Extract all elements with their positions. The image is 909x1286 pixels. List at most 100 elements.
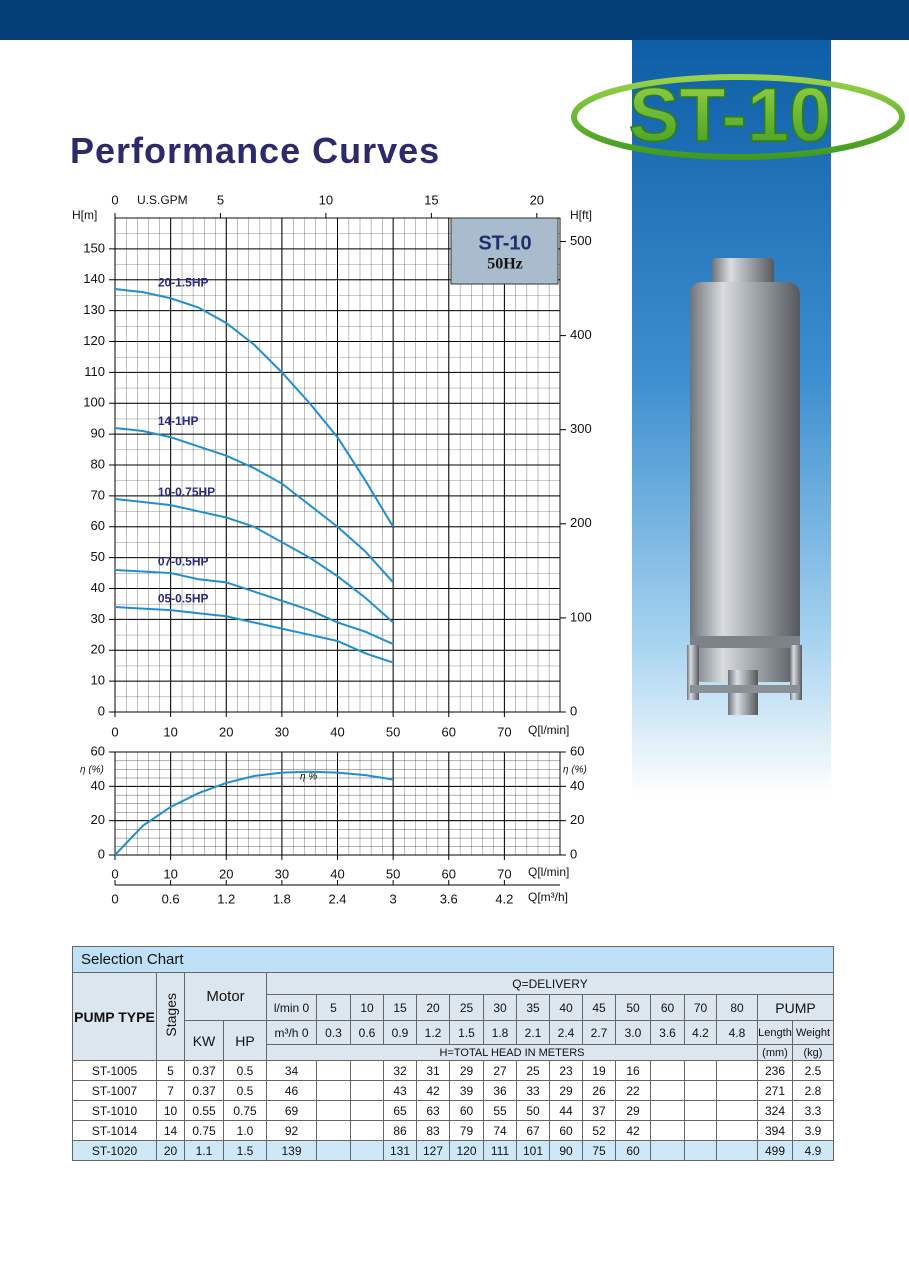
table-cell: 0.75 [184,1120,224,1141]
table-cell: 34 [266,1060,317,1081]
header-cell: l/min 0 [266,994,317,1021]
table-cell [716,1060,758,1081]
y-tick-label: 60 [91,518,105,533]
table-cell: 50 [516,1100,550,1121]
table-cell: 75 [582,1140,616,1161]
table-cell: 3.3 [792,1100,834,1121]
table-cell: 25 [516,1060,550,1081]
table-cell [650,1060,685,1081]
header-cell: HP [223,1020,267,1061]
table-row: ST-1005 5 0.37 0.5 34 32 31 29 27 25 23 19 16 236 2.5 [72,1060,834,1081]
table-cell: 499 [757,1140,793,1161]
table-cell: 394 [757,1120,793,1141]
table-cell: 22 [615,1080,651,1101]
logo-text: ST-10 [629,73,832,158]
y-tick-label: 20 [91,812,105,827]
x-tick-label: 20 [219,866,233,881]
curve-label: 07-0.5HP [158,555,209,569]
table-row: PUMP TYPE Stages Motor Q=DELIVERY [72,972,834,1061]
table-cell [316,1140,351,1161]
table-cell: 60 [549,1120,583,1141]
y-tick-label: 10 [91,673,105,688]
x2-tick-label: 3.6 [440,891,458,906]
header-cell: 70 [684,994,717,1021]
table-row: KW HP m³/h 0 0.3 0.6 0.9 1.2 1.5 1.8 2.1 2.4 2.7 3.0… [73,1020,834,1061]
x-tick-label: 20 [219,724,233,739]
table-cell [650,1080,685,1101]
x-tick-label: 30 [275,724,289,739]
table-cell [650,1140,685,1161]
x2-tick-label: 0 [111,192,118,207]
y2-tick-label: 400 [570,327,592,342]
table-cell [684,1060,717,1081]
table-cell: 19 [582,1060,616,1081]
y-axis-label: H[m] [72,208,97,222]
x-tick-label: 60 [442,724,456,739]
header-cell: 2.1 [516,1020,550,1045]
table-cell: 83 [416,1120,450,1141]
pump-image [687,258,802,715]
x-tick-label: 60 [442,866,456,881]
x2-tick-label: 1.8 [273,891,291,906]
table-cell: ST-1020 [72,1140,157,1161]
header-cell: Motor [184,972,267,1021]
logo-swoosh [571,74,905,160]
header-cell: 20 [416,994,450,1021]
y-tick-label: 140 [83,271,105,286]
header-cell: 25 [449,994,484,1021]
table-row: ST-1010 10 0.55 0.75 69 65 63 60 55 50 44 37 29 324 3.… [72,1100,834,1121]
table-cell: 63 [416,1100,450,1121]
x-tick-label: 50 [386,724,400,739]
table-cell [716,1080,758,1101]
y-tick-label: 0 [98,703,105,718]
header-cell: Q=DELIVERY [266,972,834,995]
header-cell: PUMP [757,994,834,1021]
page-title: Performance Curves [70,130,441,171]
header-cell: 1.2 [416,1020,450,1045]
header-cell: Stages [156,972,185,1061]
y-tick-label: 150 [83,240,105,255]
header-cell: 0.3 [316,1020,351,1045]
table-cell [716,1100,758,1121]
table-cell: 236 [757,1060,793,1081]
box-subtitle: 50Hz [487,256,523,273]
top-bar [0,0,909,40]
header-cell: KW [184,1020,224,1061]
curve [114,770,394,856]
header-cell: 15 [383,994,417,1021]
table-cell: 0.37 [184,1060,224,1081]
table-cell: 16 [615,1060,651,1081]
table-cell [684,1140,717,1161]
legend-box [450,217,559,285]
header-cell: 3.6 [650,1020,685,1045]
y-tick-label: 20 [91,642,105,657]
box-title: ST-10 [478,232,531,254]
y2-tick-label: 60 [570,743,584,758]
table-cell [684,1100,717,1121]
table-row: Selection Chart [72,946,834,973]
table-cell: 271 [757,1080,793,1101]
table-cell: 5 [156,1060,185,1081]
table-cell: 4.9 [792,1140,834,1161]
charts: 0 10 20 30 40 50 60 70 Q[l/min]0 5 10 15 20U.S.GPMH[… [72,192,592,906]
curve [114,288,394,528]
logo: ST-10 [571,72,905,160]
x-tick-label: 40 [330,866,344,881]
table-cell: 127 [416,1140,450,1161]
table-cell [650,1120,685,1141]
header-cell: 45 [582,994,616,1021]
table-cell: 79 [449,1120,484,1141]
y2-tick-label: 100 [570,609,592,624]
table-cell [350,1120,384,1141]
table-cell: 0.37 [184,1080,224,1101]
table-cell [716,1140,758,1161]
table-cell: 52 [582,1120,616,1141]
table-cell: 32 [383,1060,417,1081]
table-cell: 33 [516,1080,550,1101]
x-tick-label: 30 [275,866,289,881]
table-cell: 101 [516,1140,550,1161]
y-tick-label: 90 [91,426,105,441]
table-cell: ST-1010 [72,1100,157,1121]
x2-tick-label: 3 [390,891,397,906]
table-cell: 37 [582,1100,616,1121]
